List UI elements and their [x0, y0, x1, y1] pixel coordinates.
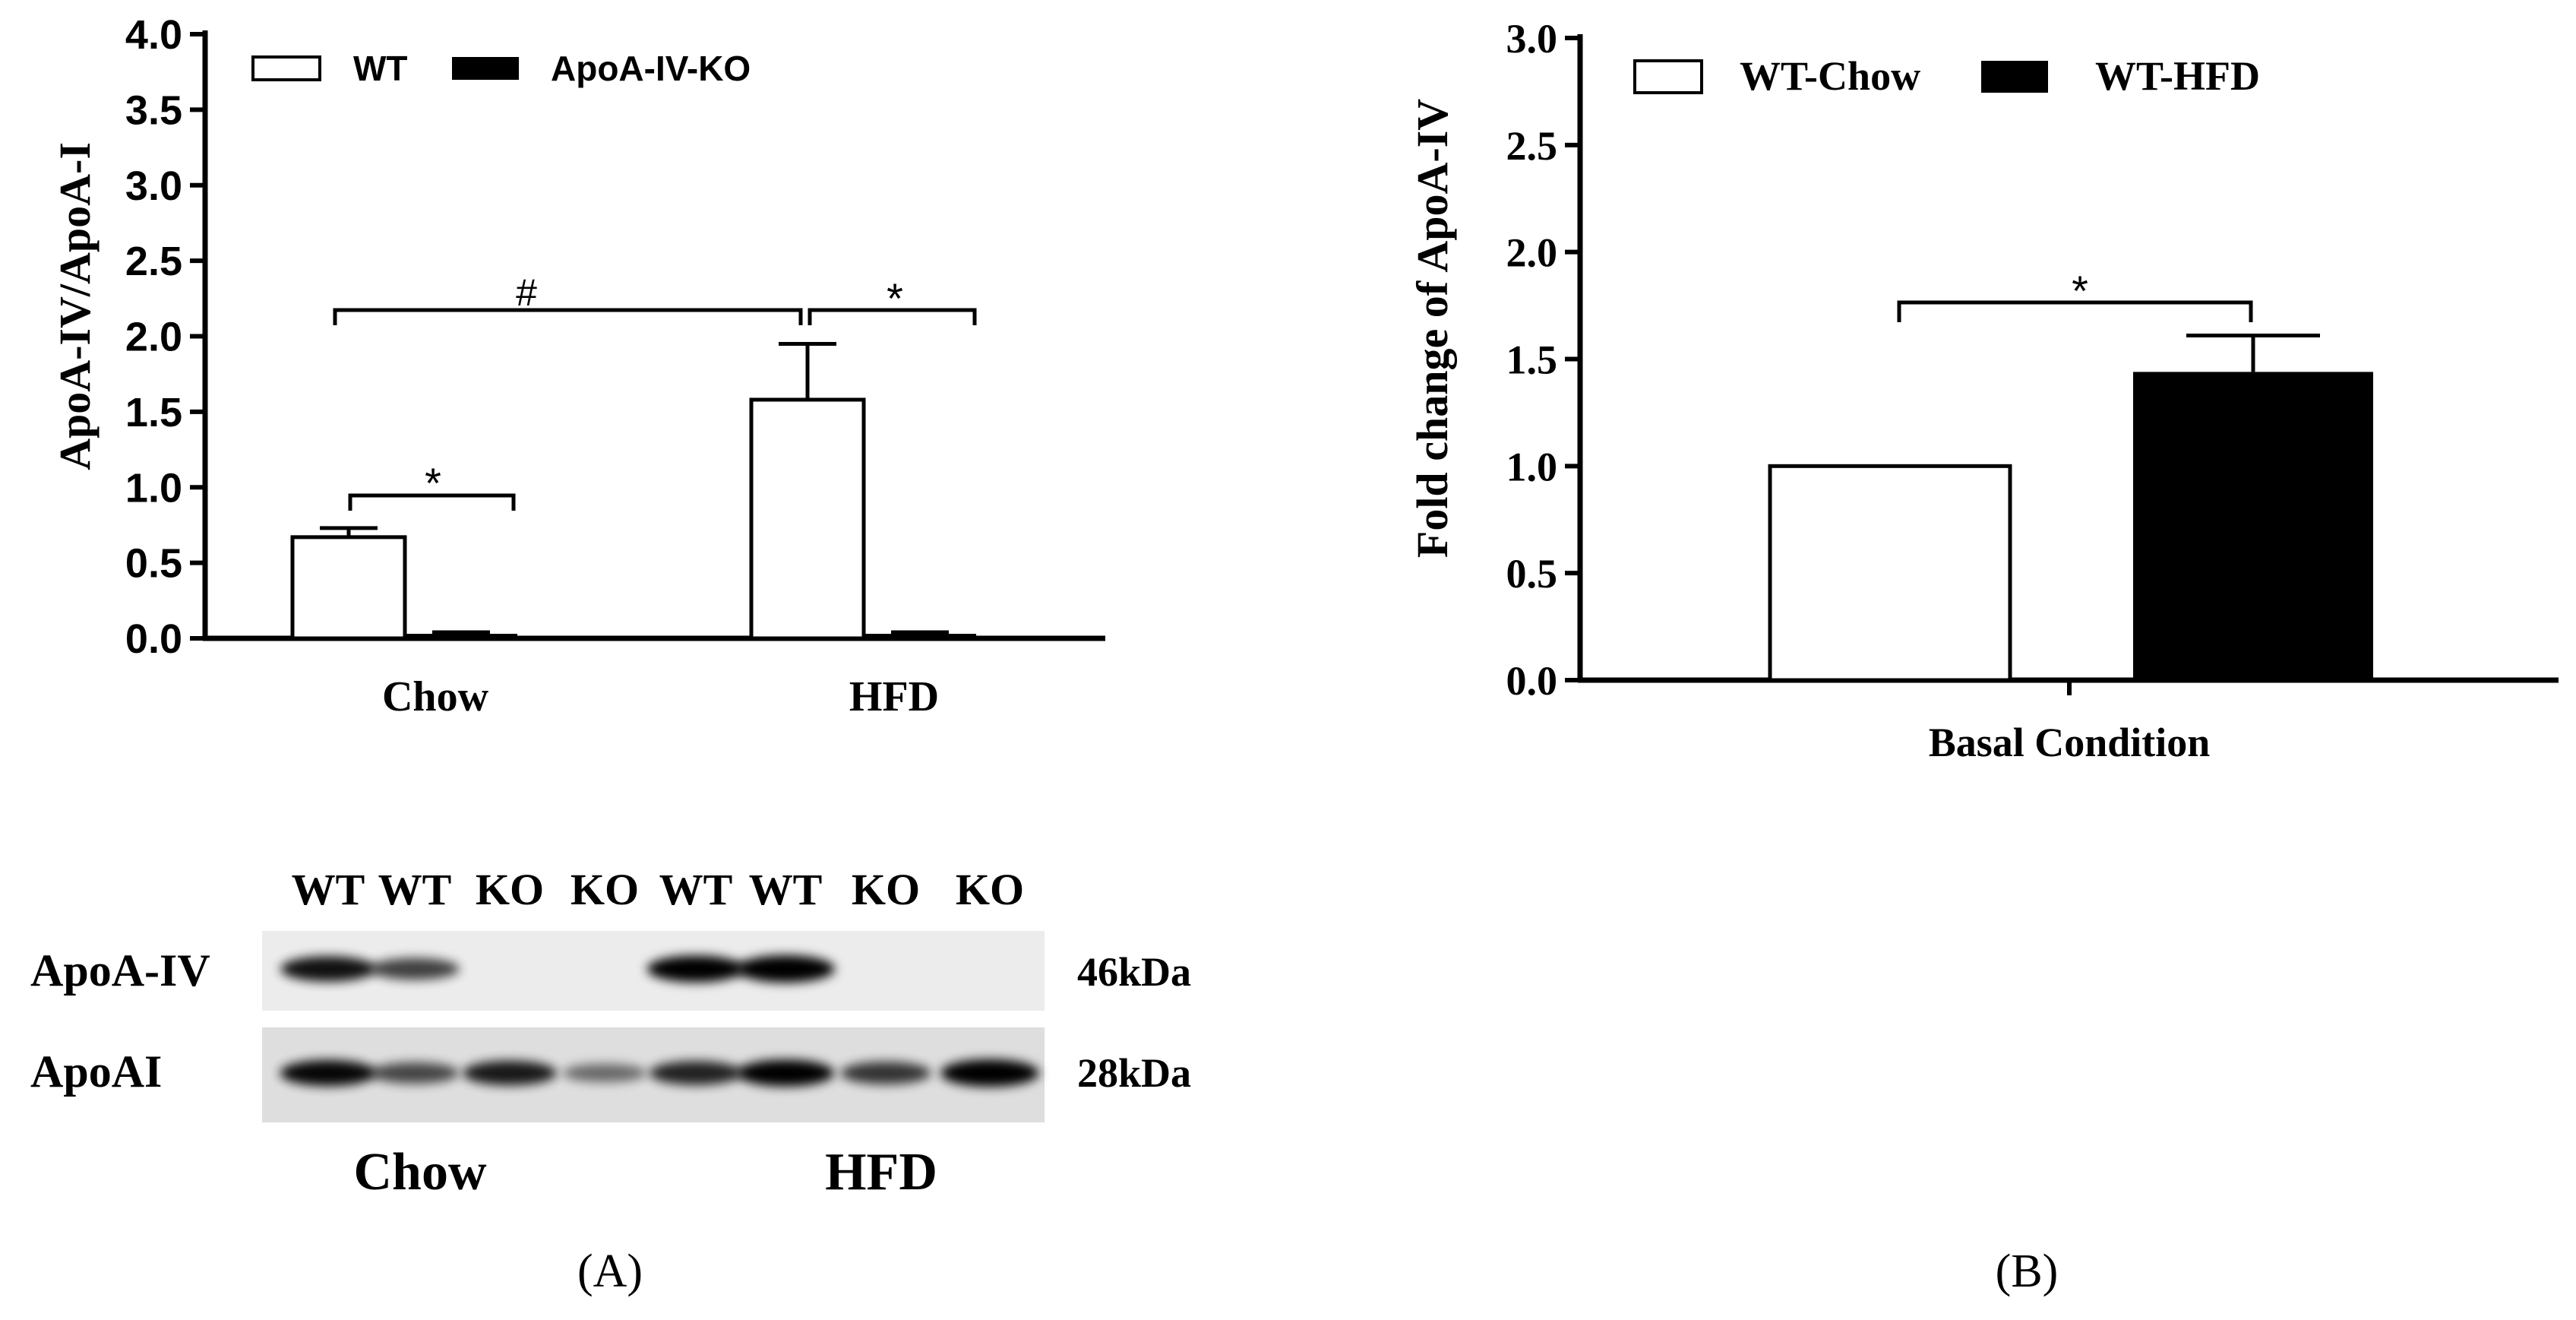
chart-b-error-bars — [2186, 334, 2320, 372]
chart-b-x-axis-label: Basal Condition — [1929, 720, 2211, 765]
chart-b-bars — [1768, 372, 2373, 682]
chart-b-y-tick-label: 0.0 — [1506, 658, 1558, 704]
blot-band-apoa-iv-lane-5 — [646, 955, 745, 983]
panel-label-b: (B) — [1996, 1246, 2059, 1297]
blot-band-apoai-lane-8 — [940, 1059, 1039, 1087]
chart-a-legend-label-ko: ApoA-IV-KO — [551, 49, 751, 88]
blot-lane-label: KO — [956, 865, 1024, 914]
chart-b-y-ticks: 0.0 0.5 1.0 1.5 2.0 2.5 3.0 — [1506, 16, 1580, 704]
panel-label-a: (A) — [577, 1246, 643, 1297]
western-blot: WT WT KO KO WT WT KO KO ApoA-IV ApoAI 46kDa 28k… — [30, 865, 1191, 1201]
chart-b-legend-swatch-wt-chow — [1633, 59, 1703, 94]
blot-lane-label: WT — [292, 865, 365, 914]
blot-row-label-apoai: ApoAI — [30, 1046, 162, 1097]
blot-lane-label: WT — [749, 865, 823, 914]
chart-a-y-ticks: 0.0 0.5 1.0 1.5 2.0 2.5 3.0 3.5 4.0 — [125, 12, 205, 662]
chart-b-legend-label-wt-chow: WT-Chow — [1740, 53, 1920, 99]
chart-a-error-bars — [320, 341, 949, 635]
chart-a-significance-bracket-wt — [333, 308, 803, 325]
chart-a-y-tick-label: 1.5 — [125, 390, 182, 435]
chart-b-y-tick-label: 1.0 — [1506, 444, 1558, 489]
chart-a-significance-star-chow: * — [425, 459, 441, 507]
blot-lane-labels: WT WT KO KO WT WT KO KO — [292, 865, 1024, 914]
chart-a-y-tick-label: 2.5 — [125, 239, 182, 284]
blot-size-label-apoa-iv: 46kDa — [1077, 949, 1191, 995]
chart-b: Fold change of ApoA-IV 0.0 0.5 1.0 1.5 2.0 2.… — [1408, 16, 2559, 765]
chart-b-y-tick-label: 0.5 — [1506, 551, 1558, 597]
chart-a-legend-swatch-wt — [251, 55, 321, 81]
blot-lane-label: KO — [852, 865, 920, 914]
blot-group-label-hfd: HFD — [825, 1143, 937, 1201]
chart-a-bar-wt-hfd — [749, 397, 866, 641]
chart-b-bar-wt-hfd — [2133, 372, 2373, 680]
chart-a-bar-apoa-iv-ko-hfd — [864, 634, 976, 638]
blot-row-label-apoa-iv: ApoA-IV — [30, 945, 210, 996]
chart-a: ApoA-IV/ApoA-I 0.0 0.5 1.0 1.5 2.0 2.5 3.0 3.5 4… — [50, 12, 1105, 720]
chart-b-y-tick-label: 3.0 — [1506, 16, 1558, 62]
blot-lane-label: WT — [378, 865, 452, 914]
chart-b-bar-wt-chow — [1768, 464, 2012, 682]
chart-a-significance-hash: # — [516, 271, 537, 314]
chart-a-significance-bracket-chow — [348, 493, 516, 511]
chart-b-significance-star: * — [2072, 267, 2088, 315]
chart-b-legend-swatch-wt-hfd — [1981, 61, 2048, 93]
chart-a-legend-swatch-ko — [452, 57, 519, 80]
chart-a-y-tick-label: 4.0 — [125, 12, 182, 58]
chart-b-legend-label-wt-hfd: WT-HFD — [2095, 53, 2260, 99]
blot-band-apoai-lane-5 — [649, 1061, 743, 1085]
blot-band-apoai-lane-4 — [562, 1063, 647, 1083]
blot-band-apoai-lane-1 — [280, 1059, 377, 1087]
chart-a-bars — [290, 397, 976, 641]
blot-band-apoai-lane-6 — [736, 1059, 835, 1087]
blot-band-apoai-lane-2 — [370, 1062, 460, 1084]
blot-band-apoai-lane-7 — [840, 1062, 931, 1084]
chart-a-x-tick-label-hfd: HFD — [849, 673, 939, 720]
chart-a-y-tick-label: 0.5 — [125, 541, 182, 587]
chart-a-y-tick-label: 3.0 — [125, 163, 182, 209]
chart-a-significance-star-hfd: * — [887, 274, 903, 322]
chart-a-y-tick-label: 2.0 — [125, 315, 182, 360]
blot-band-apoa-iv-lane-1 — [280, 956, 376, 982]
blot-lane-label: KO — [476, 865, 544, 914]
blot-lane-label: WT — [659, 865, 733, 914]
chart-a-legend: WT ApoA-IV-KO — [251, 49, 751, 88]
blot-group-label-chow: Chow — [353, 1143, 486, 1201]
chart-a-y-tick-label: 3.5 — [125, 87, 182, 133]
chart-a-x-tick-label-chow: Chow — [382, 673, 489, 720]
blot-band-apoa-iv-lane-6 — [736, 955, 835, 983]
chart-b-y-tick-label: 1.5 — [1506, 337, 1558, 383]
blot-band-apoa-iv-lane-2 — [370, 958, 460, 980]
blot-bands-apoai — [280, 1059, 1039, 1087]
chart-b-y-tick-label: 2.0 — [1506, 230, 1558, 276]
blot-bands-apoa-iv — [280, 955, 835, 983]
chart-a-bar-wt-chow — [290, 535, 407, 641]
chart-a-bar-apoa-iv-ko-chow — [405, 634, 517, 638]
chart-b-y-axis-label: Fold change of ApoA-IV — [1408, 99, 1457, 558]
chart-b-y-tick-label: 2.5 — [1506, 123, 1558, 169]
chart-a-y-tick-label: 0.0 — [125, 616, 182, 662]
chart-b-legend: WT-Chow WT-HFD — [1633, 53, 2260, 99]
chart-a-y-tick-label: 1.0 — [125, 465, 182, 511]
blot-size-label-apoai: 28kDa — [1077, 1050, 1191, 1096]
blot-band-apoai-lane-3 — [463, 1060, 557, 1086]
blot-lane-label: KO — [571, 865, 639, 914]
chart-a-y-axis-label: ApoA-IV/ApoA-I — [50, 142, 100, 470]
chart-a-legend-label-wt: WT — [353, 49, 408, 88]
chart-b-significance-bracket — [1897, 300, 2253, 322]
chart-a-x-tick-labels: Chow HFD — [382, 673, 939, 720]
chart-a-significance-bracket-hfd — [808, 308, 977, 325]
